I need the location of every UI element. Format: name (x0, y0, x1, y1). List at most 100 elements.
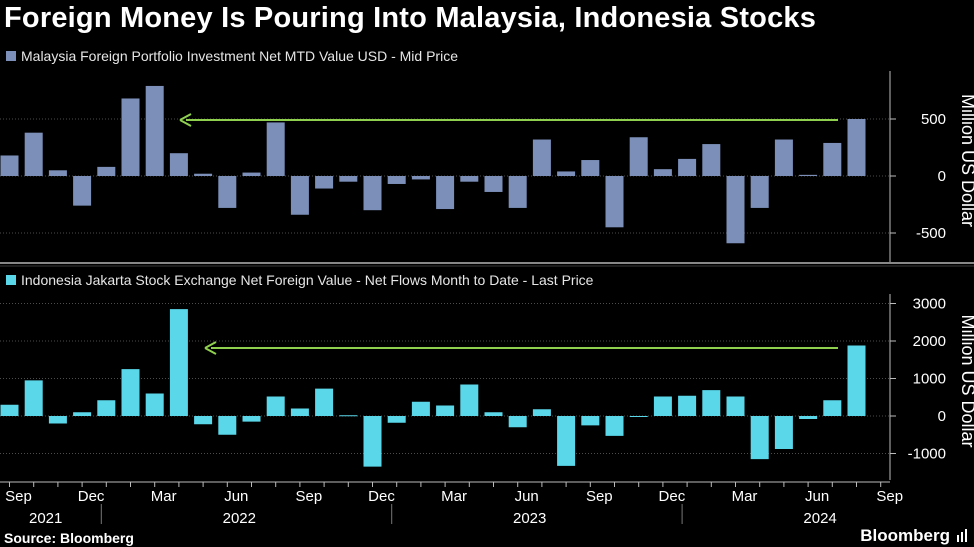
y-tick-label-indonesia: 0 (938, 408, 946, 425)
legend-label-indonesia: Indonesia Jakarta Stock Exchange Net For… (21, 272, 594, 288)
bar-indonesia (774, 416, 793, 449)
x-tick-label: Dec (659, 488, 686, 505)
x-tick-label: Mar (732, 488, 758, 505)
x-tick-label: Sep (586, 488, 613, 505)
bar-indonesia (508, 416, 527, 428)
bar-indonesia (339, 415, 358, 417)
y-axis-label-malaysia: Million US Dollar (958, 94, 974, 227)
bar-indonesia (145, 393, 164, 416)
bar-indonesia (557, 416, 576, 466)
bar-malaysia (799, 174, 818, 176)
bar-malaysia (218, 176, 237, 208)
x-tick-label: Jun (515, 488, 539, 505)
chart-title: Foreign Money Is Pouring Into Malaysia, … (4, 2, 817, 34)
bar-malaysia (315, 176, 334, 189)
x-tick-label: Mar (151, 488, 177, 505)
bar-indonesia (605, 416, 624, 436)
bloomberg-terminal-icon (957, 529, 967, 542)
bar-indonesia (0, 404, 19, 416)
bar-malaysia (387, 176, 406, 184)
y-tick-label-malaysia: 0 (938, 168, 946, 185)
bar-indonesia (73, 412, 92, 416)
bar-indonesia (363, 416, 382, 467)
bar-indonesia (750, 416, 769, 460)
bar-malaysia (121, 98, 140, 176)
bar-malaysia (266, 122, 285, 176)
bar-indonesia (847, 345, 866, 416)
annotation-arrowhead-malaysia (179, 113, 192, 127)
bar-indonesia (24, 380, 43, 416)
bar-indonesia (460, 384, 479, 416)
bar-indonesia (532, 409, 551, 416)
legend-malaysia: Malaysia Foreign Portfolio Investment Ne… (6, 48, 458, 64)
bar-malaysia (97, 166, 116, 176)
bar-indonesia (726, 396, 745, 416)
bar-indonesia (266, 396, 285, 416)
bar-malaysia (363, 176, 382, 211)
bar-indonesia (169, 309, 188, 416)
bar-indonesia (194, 416, 213, 425)
bar-malaysia (653, 169, 672, 176)
bar-malaysia (290, 176, 309, 215)
y-tick-label-indonesia: 1000 (913, 371, 946, 388)
bar-indonesia (411, 401, 430, 416)
bar-malaysia (436, 176, 455, 210)
x-tick-label: Jun (224, 488, 248, 505)
bar-malaysia (460, 176, 479, 182)
x-tick-label: Jun (805, 488, 829, 505)
bar-malaysia (847, 119, 866, 176)
legend-indonesia: Indonesia Jakarta Stock Exchange Net For… (6, 272, 593, 288)
y-tick-label-malaysia: 500 (921, 111, 946, 128)
bar-indonesia (48, 416, 67, 424)
y-tick-label-indonesia: 2000 (913, 333, 946, 350)
y-axis-label-indonesia: Million US Dollar (958, 314, 974, 447)
bar-malaysia (194, 173, 213, 176)
brand-logo: Bloomberg (860, 526, 950, 545)
bar-indonesia (629, 416, 648, 417)
annotation-arrowhead-indonesia (204, 341, 217, 355)
bar-malaysia (169, 153, 188, 176)
bar-malaysia (411, 176, 430, 180)
bar-malaysia (726, 176, 745, 244)
bar-indonesia (823, 400, 842, 416)
bar-malaysia (532, 139, 551, 176)
bar-malaysia (0, 155, 19, 176)
bar-malaysia (242, 172, 261, 176)
bar-malaysia (702, 144, 721, 176)
bar-malaysia (581, 160, 600, 176)
bar-malaysia (339, 176, 358, 182)
bar-malaysia (750, 176, 769, 208)
bar-indonesia (242, 416, 261, 422)
bar-malaysia (557, 171, 576, 176)
bar-malaysia (629, 137, 648, 176)
legend-swatch-malaysia (6, 51, 16, 61)
bar-indonesia (97, 400, 116, 416)
year-label: 2023 (513, 510, 546, 527)
bar-indonesia (702, 390, 721, 416)
bar-indonesia (121, 369, 140, 416)
x-tick-label: Sep (296, 488, 323, 505)
legend-swatch-indonesia (6, 275, 16, 285)
y-tick-label-malaysia: -500 (916, 225, 946, 242)
bar-indonesia (484, 412, 503, 416)
bar-indonesia (436, 405, 455, 416)
bar-malaysia (73, 176, 92, 206)
year-label: 2022 (223, 510, 256, 527)
x-tick-label: Sep (5, 488, 32, 505)
bar-malaysia (678, 158, 697, 176)
bar-indonesia (799, 416, 818, 419)
bar-malaysia (774, 139, 793, 176)
bar-malaysia (823, 142, 842, 176)
legend-label-malaysia: Malaysia Foreign Portfolio Investment Ne… (21, 48, 458, 64)
bar-indonesia (653, 396, 672, 416)
x-tick-label: Sep (876, 488, 903, 505)
bar-indonesia (290, 408, 309, 416)
year-label: 2024 (803, 510, 836, 527)
x-tick-label: Mar (441, 488, 467, 505)
bar-malaysia (605, 176, 624, 228)
bar-malaysia (24, 132, 43, 176)
year-label: 2021 (29, 510, 62, 527)
x-tick-label: Dec (368, 488, 395, 505)
bar-indonesia (387, 416, 406, 423)
